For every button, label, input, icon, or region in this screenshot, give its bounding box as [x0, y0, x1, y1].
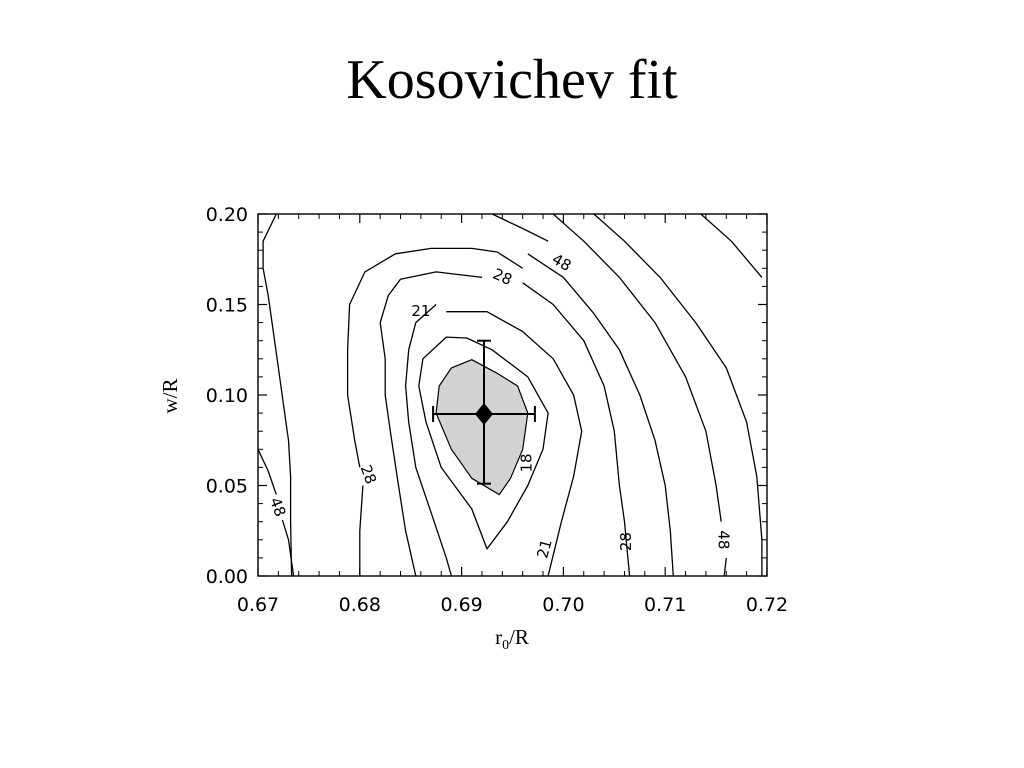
x-tick-label: 0.70	[542, 594, 584, 616]
contour-line-4	[379, 271, 483, 577]
x-tick-label: 0.69	[440, 594, 482, 616]
contour-label: 28	[490, 265, 515, 289]
x-tick-label: 0.68	[339, 594, 381, 616]
axis-ticks: 0.67 0.68 0.69 0.70 0.71 0.72 0.00 0.05 0.10 0.15…	[206, 204, 788, 616]
contour-line-3	[446, 311, 583, 577]
y-tick-label: 0.20	[206, 204, 248, 226]
contour-label: 18	[517, 453, 535, 472]
contour-label: 28	[357, 462, 380, 486]
x-tick-label: 0.72	[746, 594, 788, 616]
x-tick-label: 0.71	[644, 594, 686, 616]
best-fit-marker	[432, 339, 536, 485]
contour-label: 28	[617, 532, 635, 551]
y-tick-label: 0.05	[206, 476, 248, 498]
contour-line-15	[700, 213, 763, 278]
contour-line-12	[552, 213, 722, 522]
contour-label: 48	[715, 530, 733, 549]
contour-line-8	[359, 485, 364, 576]
contour-line-9	[471, 247, 524, 269]
contour-label: 21	[533, 537, 555, 560]
contour-line-13	[723, 557, 727, 577]
y-tick-label: 0.00	[206, 566, 248, 588]
contour-line-7	[346, 247, 472, 468]
contour-line-14	[593, 213, 763, 576]
x-tick-label: 0.67	[237, 594, 279, 616]
y-tick-label: 0.10	[206, 385, 248, 407]
y-axis-title: w/R	[158, 378, 182, 413]
contour-line-16	[262, 213, 293, 577]
x-axis-title: r0/R	[495, 625, 529, 653]
contour-line-2	[418, 336, 549, 550]
contour-line-5	[404, 304, 453, 577]
contour-label: 48	[549, 250, 575, 275]
contour-line-6	[522, 282, 631, 577]
contour-label: 48	[266, 495, 289, 519]
contour-line-1	[435, 359, 529, 496]
best-fit-diamond	[474, 403, 493, 426]
y-tick-label: 0.15	[206, 295, 248, 317]
contour-line-18	[281, 519, 295, 577]
contour-line-17	[257, 449, 277, 495]
contour-lines	[257, 213, 763, 577]
slide-title: Kosovichev fit	[346, 49, 678, 111]
contour-line-11	[491, 213, 549, 242]
contour-line-10	[527, 253, 674, 577]
contour-label: 21	[411, 302, 430, 320]
